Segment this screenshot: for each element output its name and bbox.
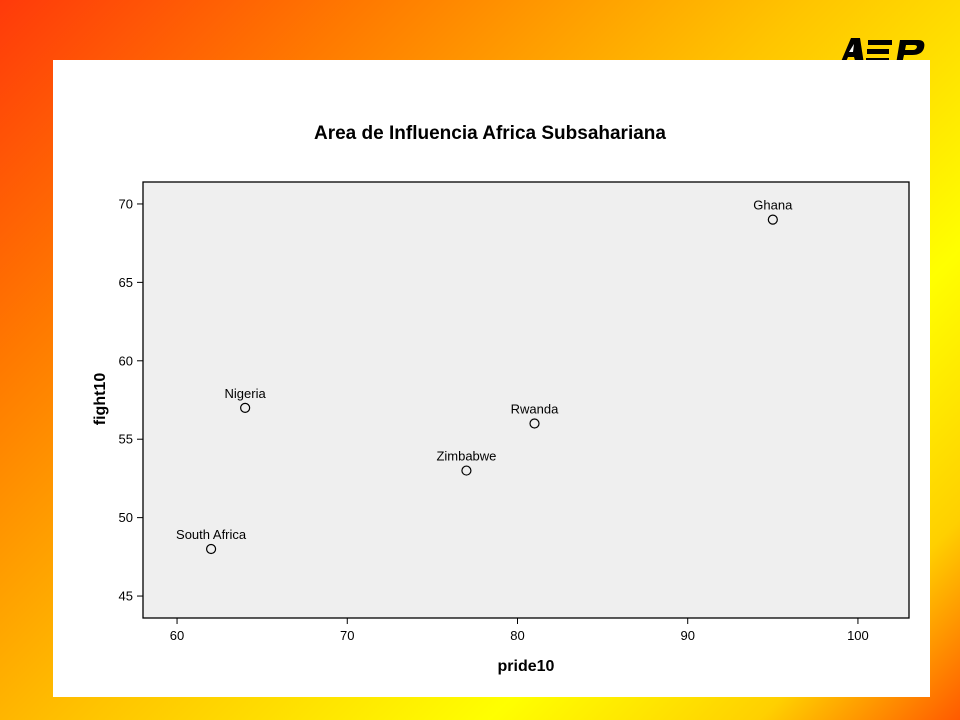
y-axis-label: fight10 bbox=[92, 373, 109, 426]
data-point-label: Rwanda bbox=[511, 402, 559, 417]
scatter-chart: Area de Influencia Africa Subsahariana 6… bbox=[92, 123, 910, 675]
asep-logo-icon bbox=[840, 38, 925, 64]
y-tick-label: 65 bbox=[119, 275, 133, 290]
x-tick-label: 80 bbox=[510, 628, 524, 643]
y-tick-label: 55 bbox=[119, 432, 133, 447]
data-point bbox=[461, 465, 472, 476]
data-point bbox=[240, 402, 251, 413]
plot-area bbox=[142, 181, 910, 619]
x-tick-label: 100 bbox=[847, 628, 869, 643]
x-axis-label: pride10 bbox=[498, 658, 555, 675]
x-axis: 60 70 80 90 100 bbox=[170, 618, 869, 643]
data-point bbox=[205, 543, 217, 555]
data-point-label: South Africa bbox=[176, 527, 247, 542]
y-tick-label: 70 bbox=[119, 196, 133, 211]
x-tick-label: 90 bbox=[680, 628, 694, 643]
y-tick-label: 45 bbox=[119, 589, 133, 604]
x-tick-label: 70 bbox=[340, 628, 354, 643]
y-tick-label: 60 bbox=[119, 353, 133, 368]
chart-title: Area de Influencia Africa Subsahariana bbox=[314, 123, 666, 144]
data-point-label: Zimbabwe bbox=[436, 449, 496, 464]
data-point bbox=[529, 418, 540, 429]
data-point-label: Ghana bbox=[753, 198, 793, 213]
y-tick-label: 50 bbox=[119, 510, 133, 525]
x-tick-label: 60 bbox=[170, 628, 184, 643]
y-axis: 45 50 55 60 65 70 bbox=[119, 196, 143, 604]
data-points: Ghana Nigeria Rwanda Zimbabwe South Africa bbox=[176, 198, 793, 555]
data-point-label: Nigeria bbox=[225, 386, 267, 401]
chart-panel: Area de Influencia Africa Subsahariana 6… bbox=[53, 60, 930, 697]
data-point bbox=[767, 214, 778, 225]
